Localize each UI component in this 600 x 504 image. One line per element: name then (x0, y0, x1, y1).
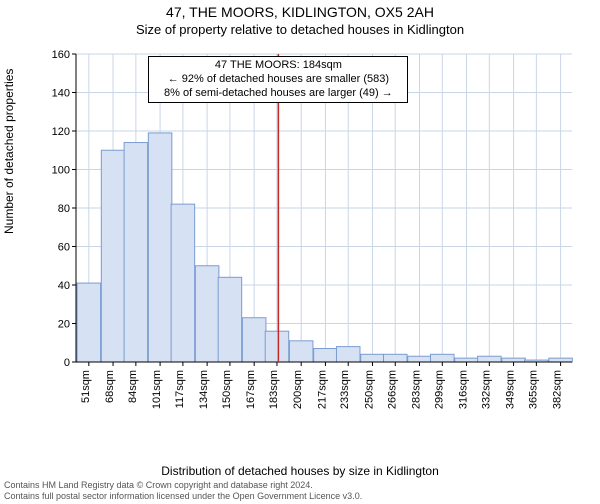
svg-text:117sqm: 117sqm (174, 370, 186, 408)
annot-line2: ← 92% of detached houses are smaller (58… (154, 73, 402, 87)
histogram-bar (124, 143, 148, 362)
histogram-bar (478, 356, 502, 362)
svg-text:233sqm: 233sqm (339, 370, 351, 409)
histogram-bar (101, 150, 125, 362)
histogram-bar (171, 204, 195, 362)
histogram-bar (502, 358, 526, 362)
svg-text:365sqm: 365sqm (527, 370, 539, 409)
svg-text:60: 60 (58, 242, 70, 254)
histogram-bar (265, 331, 289, 362)
svg-text:68sqm: 68sqm (104, 370, 116, 403)
histogram-bar (408, 356, 432, 362)
histogram-bar (242, 318, 266, 362)
svg-text:167sqm: 167sqm (245, 370, 257, 409)
y-axis-label: Number of detached properties (2, 69, 16, 234)
marker-annotation: 47 THE MOORS: 184sqm ← 92% of detached h… (148, 56, 408, 103)
annot-line1: 47 THE MOORS: 184sqm (154, 59, 402, 73)
page-title: 47, THE MOORS, KIDLINGTON, OX5 2AH (0, 4, 600, 20)
histogram-bar (314, 349, 338, 362)
footer-line1: Contains HM Land Registry data © Crown c… (4, 480, 362, 491)
svg-text:120: 120 (52, 126, 70, 138)
histogram-chart: 0 20 40 60 80 100 120 140 160 51sqm 68sqm 84sqm 101s… (48, 48, 578, 418)
histogram-bar (455, 358, 479, 362)
svg-text:299sqm: 299sqm (433, 370, 445, 409)
svg-text:80: 80 (58, 203, 70, 215)
histogram-bar (148, 133, 172, 362)
svg-text:332sqm: 332sqm (480, 370, 492, 409)
footer-attribution: Contains HM Land Registry data © Crown c… (4, 480, 362, 502)
svg-text:283sqm: 283sqm (410, 370, 422, 409)
svg-text:40: 40 (58, 280, 70, 292)
svg-text:150sqm: 150sqm (221, 370, 233, 409)
histogram-bar (431, 354, 455, 362)
histogram-bar (549, 358, 573, 362)
svg-text:382sqm: 382sqm (552, 370, 564, 409)
svg-text:101sqm: 101sqm (151, 370, 163, 409)
svg-text:140: 140 (52, 88, 70, 100)
svg-text:160: 160 (52, 49, 70, 61)
svg-text:200sqm: 200sqm (292, 370, 304, 409)
svg-text:266sqm: 266sqm (386, 370, 398, 409)
svg-text:51sqm: 51sqm (80, 370, 92, 403)
histogram-bar (195, 266, 219, 362)
svg-text:100: 100 (52, 165, 70, 177)
svg-text:250sqm: 250sqm (363, 370, 375, 409)
histogram-bar (289, 341, 313, 362)
svg-text:0: 0 (64, 357, 70, 369)
histogram-bar (384, 354, 408, 362)
x-axis-label: Distribution of detached houses by size … (0, 464, 600, 478)
svg-text:84sqm: 84sqm (127, 370, 139, 403)
svg-text:217sqm: 217sqm (316, 370, 328, 409)
page-subtitle: Size of property relative to detached ho… (0, 22, 600, 37)
histogram-bar (77, 283, 101, 362)
histogram-bar (336, 347, 360, 362)
svg-text:349sqm: 349sqm (505, 370, 517, 409)
histogram-bar (218, 277, 242, 362)
annot-line3: 8% of semi-detached houses are larger (4… (154, 87, 402, 101)
svg-text:20: 20 (58, 319, 70, 331)
svg-text:316sqm: 316sqm (458, 370, 470, 409)
histogram-bar (361, 354, 385, 362)
svg-text:183sqm: 183sqm (268, 370, 280, 409)
footer-line2: Contains full postal sector information … (4, 491, 362, 502)
svg-text:134sqm: 134sqm (198, 370, 210, 409)
